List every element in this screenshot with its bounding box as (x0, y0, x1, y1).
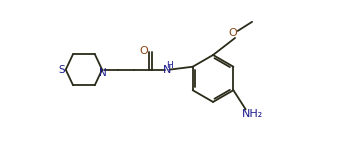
Text: S: S (58, 65, 65, 75)
Text: N: N (99, 68, 106, 78)
Text: H: H (166, 61, 173, 70)
Text: O: O (140, 46, 148, 56)
Text: N: N (163, 65, 171, 75)
Text: NH₂: NH₂ (242, 109, 263, 119)
Text: O: O (228, 28, 237, 38)
